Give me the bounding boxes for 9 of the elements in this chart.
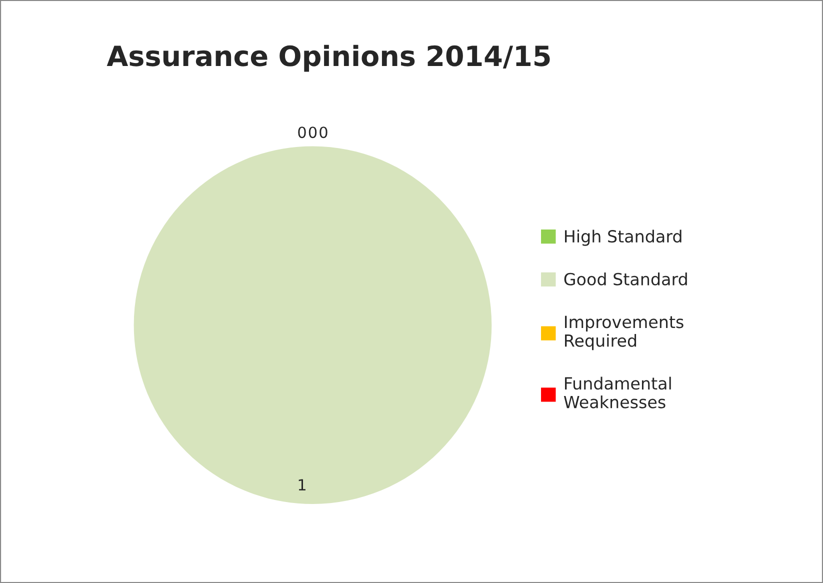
legend-label: Good Standard — [564, 272, 687, 286]
legend-label: High Standard — [565, 230, 682, 246]
text: 0 — [298, 126, 306, 138]
data-label: 1 — [298, 479, 306, 490]
text: 0 — [320, 126, 328, 138]
legend-label: Improvements Required — [565, 316, 684, 350]
text: 0 — [308, 126, 317, 138]
legend-label: Fundamental Weaknesses — [564, 376, 671, 408]
chart-title: Assurance Opinions 2014/15 — [106, 44, 550, 72]
